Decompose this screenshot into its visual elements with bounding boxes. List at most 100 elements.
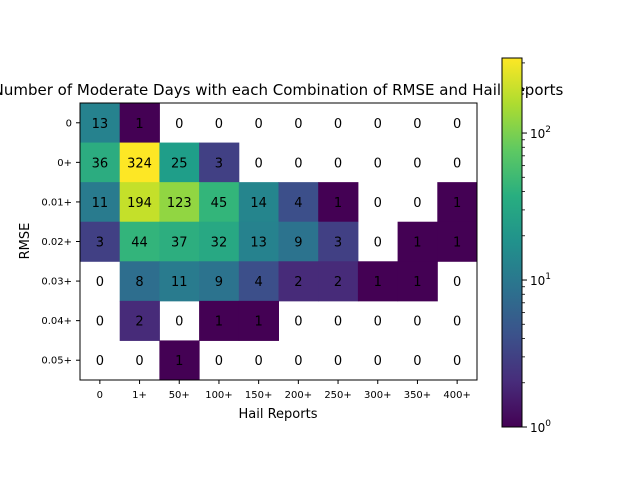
cell-value-label: 13 — [92, 117, 109, 132]
cell-value-label: 2 — [135, 315, 143, 330]
x-tick-label: 1+ — [132, 390, 147, 401]
cell-value-label: 0 — [294, 117, 302, 132]
cell-value-label: 0 — [294, 156, 302, 171]
y-tick-label: 0 — [66, 118, 72, 129]
heatmap-cell — [119, 261, 160, 302]
cell-value-label: 0 — [215, 117, 223, 132]
x-axis: 0 1+ 50+ 100+ 150+ 200+ 250+ 300+ 350+ 400+ — [97, 380, 471, 401]
heatmap-cell — [159, 142, 200, 183]
heatmap-cells — [80, 103, 478, 381]
cell-value-label: 13 — [250, 236, 267, 251]
cell-value-label: 9 — [294, 236, 302, 251]
cell-value-label: 1 — [255, 315, 263, 330]
y-tick-label: 0+ — [57, 158, 72, 169]
x-axis-label: Hail Reports — [239, 407, 318, 422]
cell-value-label: 36 — [92, 156, 109, 171]
cell-value-label: 1 — [413, 236, 421, 251]
cell-value-label: 0 — [453, 354, 461, 369]
cell-value-label: 1 — [135, 117, 143, 132]
cell-value-label: 1 — [413, 275, 421, 290]
cell-value-label: 0 — [294, 315, 302, 330]
cell-value-label: 0 — [413, 315, 421, 330]
cell-value-label: 45 — [211, 196, 228, 211]
cell-value-label: 0 — [334, 156, 342, 171]
cell-value-label: 0 — [255, 117, 263, 132]
cell-value-label: 0 — [96, 315, 104, 330]
heatmap-cell — [318, 261, 359, 302]
cell-value-label: 0 — [413, 354, 421, 369]
cell-value-label: 3 — [96, 236, 104, 251]
cell-value-label: 0 — [175, 117, 183, 132]
x-tick-label: 100+ — [205, 390, 232, 401]
cell-value-label: 1 — [215, 315, 223, 330]
cell-value-label: 1 — [453, 196, 461, 211]
heatmap-cell — [238, 221, 279, 262]
x-tick-label: 350+ — [404, 390, 431, 401]
colorbar-ticks: 100 101 102 — [522, 62, 551, 435]
cell-value-label: 37 — [171, 236, 188, 251]
colorbar-tick-label: 102 — [530, 125, 551, 141]
y-tick-label: 0.04+ — [41, 316, 72, 327]
cell-value-label: 123 — [167, 196, 192, 211]
heatmap-cell — [80, 221, 121, 262]
cell-value-label: 0 — [255, 156, 263, 171]
heatmap-cell — [199, 142, 240, 183]
heatmap-cell — [119, 182, 160, 223]
cell-value-label: 0 — [255, 354, 263, 369]
heatmap-cell — [318, 182, 359, 223]
x-tick-label: 150+ — [245, 390, 272, 401]
cell-value-label: 2 — [334, 275, 342, 290]
heatmap-cell — [119, 103, 160, 144]
cell-value-label: 44 — [131, 236, 148, 251]
cell-value-label: 0 — [374, 236, 382, 251]
heatmap-cell — [238, 300, 279, 341]
cell-value-label: 3 — [215, 156, 223, 171]
cell-value-label: 0 — [374, 117, 382, 132]
y-tick-label: 0.03+ — [41, 277, 72, 288]
colorbar-gradient — [501, 57, 523, 428]
x-tick-label: 400+ — [443, 390, 470, 401]
cell-value-label: 0 — [175, 315, 183, 330]
colorbar-tick-label: 101 — [530, 272, 551, 288]
cell-value-label: 0 — [334, 354, 342, 369]
heatmap-cell — [278, 182, 319, 223]
cell-value-label: 0 — [374, 156, 382, 171]
cell-value-label: 0 — [374, 354, 382, 369]
heatmap-cell — [278, 261, 319, 302]
cell-value-label: 0 — [453, 275, 461, 290]
cell-value-label: 4 — [294, 196, 302, 211]
cell-value-label: 32 — [211, 236, 228, 251]
x-tick-label: 50+ — [169, 390, 190, 401]
x-tick-label: 300+ — [364, 390, 391, 401]
cell-value-label: 11 — [171, 275, 188, 290]
heatmap-cell — [119, 142, 160, 183]
heatmap-cell — [80, 103, 121, 144]
chart-title: Number of Moderate Days with each Combin… — [0, 81, 564, 99]
cell-value-label: 11 — [92, 196, 109, 211]
cell-value-label: 0 — [413, 156, 421, 171]
heatmap-cell — [357, 261, 399, 302]
heatmap-cell — [278, 221, 319, 262]
cell-value-label: 0 — [413, 117, 421, 132]
heatmap-cell — [159, 221, 200, 262]
x-tick-label: 200+ — [285, 390, 312, 401]
cell-value-label: 0 — [96, 354, 104, 369]
x-tick-label: 250+ — [324, 390, 351, 401]
cell-value-label: 0 — [374, 315, 382, 330]
heatmap-cell — [80, 142, 121, 183]
cell-value-label: 0 — [215, 354, 223, 369]
y-tick-label: 0.01+ — [41, 197, 72, 208]
cell-value-label: 25 — [171, 156, 188, 171]
cell-value-label: 1 — [374, 275, 382, 290]
heatmap-cell — [119, 300, 160, 341]
y-axis: 0 0+ 0.01+ 0.02+ 0.03+ 0.04+ 0.05+ — [41, 118, 80, 367]
heatmap-cell — [159, 340, 200, 381]
cell-value-label: 194 — [127, 196, 152, 211]
y-tick-label: 0.05+ — [41, 356, 72, 367]
heatmap-cell — [397, 261, 438, 302]
cell-value-label: 0 — [453, 117, 461, 132]
cell-value-label: 0 — [334, 117, 342, 132]
heatmap-cell — [159, 261, 200, 302]
cell-value-label: 3 — [334, 236, 342, 251]
